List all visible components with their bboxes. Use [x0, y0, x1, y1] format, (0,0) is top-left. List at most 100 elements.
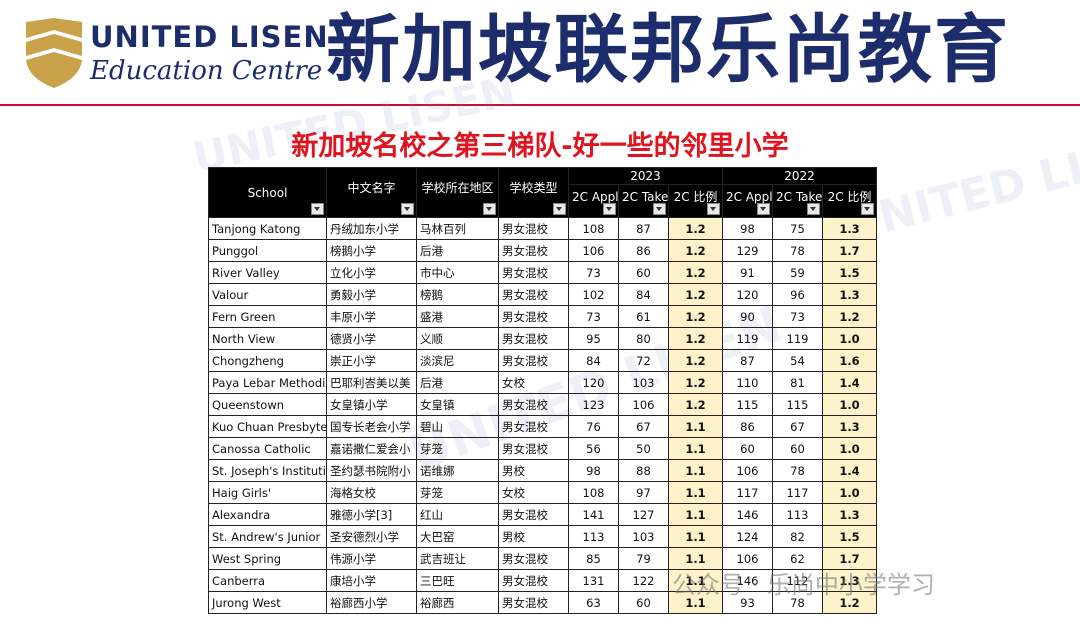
table-row: Paya Lebar Methodis 巴耶利峇美以美 后港 女校 120 103 1.2 1…: [208, 371, 877, 394]
header-banner: UNITED LISEN Education Centre 新加坡联邦乐尚教育: [0, 0, 1080, 106]
table-row: Punggol 榜鹅小学 后港 男女混校 106 86 1.2 129 78 1.7: [208, 239, 877, 262]
cell-area: 盛港: [416, 305, 499, 328]
cell-2023-taken: 61: [618, 305, 669, 328]
filter-dropdown-icon[interactable]: [401, 203, 414, 215]
cell-school: River Valley: [208, 261, 327, 284]
cell-2023-ratio: 1.2: [668, 349, 723, 372]
cell-cn-name: 海格女校: [326, 481, 417, 504]
cell-2022-applied: 93: [722, 591, 773, 614]
cell-2023-applied: 108: [568, 217, 619, 240]
cell-2022-ratio: 1.3: [822, 283, 877, 306]
cell-2022-applied: 106: [722, 547, 773, 570]
table-row: Alexandra 雅德小学[3] 红山 男女混校 141 127 1.1 146 113 1.3: [208, 503, 877, 526]
cell-cn-name: 立化小学: [326, 261, 417, 284]
cell-2023-taken: 97: [618, 481, 669, 504]
filter-dropdown-icon[interactable]: [757, 203, 770, 215]
cell-2023-ratio: 1.1: [668, 569, 723, 592]
cell-2023-applied: 106: [568, 239, 619, 262]
cell-school: Haig Girls': [208, 481, 327, 504]
cell-2023-applied: 56: [568, 437, 619, 460]
cell-2023-applied: 123: [568, 393, 619, 416]
col-header-cn-name[interactable]: 中文名字: [326, 167, 417, 218]
cell-type: 男女混校: [498, 393, 569, 416]
cell-2023-ratio: 1.2: [668, 371, 723, 394]
table-row: Jurong West 裕廊西小学 裕廊西 男女混校 63 60 1.1 93 78 1.2: [208, 591, 877, 614]
cell-2023-taken: 122: [618, 569, 669, 592]
filter-dropdown-icon[interactable]: [653, 203, 666, 215]
cell-2023-taken: 84: [618, 283, 669, 306]
cell-cn-name: 圣安德烈小学: [326, 525, 417, 548]
cell-area: 武吉班让: [416, 547, 499, 570]
cell-cn-name: 国专长老会小学: [326, 415, 417, 438]
cell-2023-applied: 73: [568, 261, 619, 284]
cell-2023-applied: 73: [568, 305, 619, 328]
cell-type: 女校: [498, 481, 569, 504]
filter-dropdown-icon[interactable]: [603, 203, 616, 215]
cell-type: 男女混校: [498, 349, 569, 372]
cell-2023-taken: 60: [618, 591, 669, 614]
cell-2022-taken: 119: [772, 327, 823, 350]
filter-dropdown-icon[interactable]: [807, 203, 820, 215]
cell-2022-taken: 117: [772, 481, 823, 504]
cell-cn-name: 榜鹅小学: [326, 239, 417, 262]
cell-2022-taken: 78: [772, 591, 823, 614]
col-header-area[interactable]: 学校所在地区: [416, 167, 499, 218]
filter-dropdown-icon[interactable]: [707, 203, 720, 215]
shield-logo-icon: [26, 18, 82, 88]
cell-2022-ratio: 1.0: [822, 437, 877, 460]
table-row: Canossa Catholic 嘉诺撒仁爱会小 芽笼 男女混校 56 50 1.1 60 60…: [208, 437, 877, 460]
col-header-2022: 2022: [722, 167, 877, 185]
cell-area: 大巴窑: [416, 525, 499, 548]
col-header-2022-taken[interactable]: 2C Take: [772, 184, 823, 218]
cell-2022-applied: 146: [722, 569, 773, 592]
cell-2023-ratio: 1.2: [668, 393, 723, 416]
cell-2023-taken: 67: [618, 415, 669, 438]
cell-type: 男女混校: [498, 305, 569, 328]
filter-dropdown-icon[interactable]: [311, 203, 324, 215]
cell-type: 男校: [498, 525, 569, 548]
cell-2022-taken: 78: [772, 239, 823, 262]
cell-school: Tanjong Katong: [208, 217, 327, 240]
cell-school: North View: [208, 327, 327, 350]
cell-2022-ratio: 1.7: [822, 239, 877, 262]
cell-2022-applied: 87: [722, 349, 773, 372]
table-row: Fern Green 丰原小学 盛港 男女混校 73 61 1.2 90 73 1.2: [208, 305, 877, 328]
col-header-2023-ratio[interactable]: 2C 比例: [668, 184, 723, 218]
col-header-2022-applied[interactable]: 2C Applie: [722, 184, 773, 218]
col-header-2023-taken[interactable]: 2C Take: [618, 184, 669, 218]
cell-2023-ratio: 1.1: [668, 459, 723, 482]
filter-dropdown-icon[interactable]: [553, 203, 566, 215]
filter-dropdown-icon[interactable]: [861, 203, 874, 215]
cell-2023-taken: 80: [618, 327, 669, 350]
cell-2023-taken: 60: [618, 261, 669, 284]
cell-cn-name: 女皇镇小学: [326, 393, 417, 416]
cell-2023-ratio: 1.2: [668, 261, 723, 284]
cell-type: 男女混校: [498, 261, 569, 284]
cell-area: 后港: [416, 239, 499, 262]
cell-2022-taken: 115: [772, 393, 823, 416]
cell-area: 碧山: [416, 415, 499, 438]
cell-2023-taken: 88: [618, 459, 669, 482]
cell-2023-ratio: 1.2: [668, 239, 723, 262]
cell-2023-ratio: 1.2: [668, 217, 723, 240]
cell-2022-applied: 90: [722, 305, 773, 328]
cell-2022-applied: 129: [722, 239, 773, 262]
cell-2022-taken: 82: [772, 525, 823, 548]
cell-2022-ratio: 1.6: [822, 349, 877, 372]
filter-dropdown-icon[interactable]: [483, 203, 496, 215]
cell-2023-ratio: 1.2: [668, 283, 723, 306]
cell-2023-applied: 141: [568, 503, 619, 526]
col-header-2022-ratio[interactable]: 2C 比例: [822, 184, 877, 218]
cell-2022-taken: 113: [772, 503, 823, 526]
table-row: Kuo Chuan Presbyter 国专长老会小学 碧山 男女混校 76 67 1.1 8…: [208, 415, 877, 438]
cell-2022-taken: 81: [772, 371, 823, 394]
cell-2022-taken: 73: [772, 305, 823, 328]
col-header-2023-applied[interactable]: 2C Applie: [568, 184, 619, 218]
col-header-school[interactable]: School: [208, 167, 327, 218]
cell-type: 男女混校: [498, 415, 569, 438]
cell-2023-ratio: 1.2: [668, 327, 723, 350]
col-header-type[interactable]: 学校类型: [498, 167, 569, 218]
cell-school: Valour: [208, 283, 327, 306]
cell-area: 义顺: [416, 327, 499, 350]
cell-2023-taken: 50: [618, 437, 669, 460]
